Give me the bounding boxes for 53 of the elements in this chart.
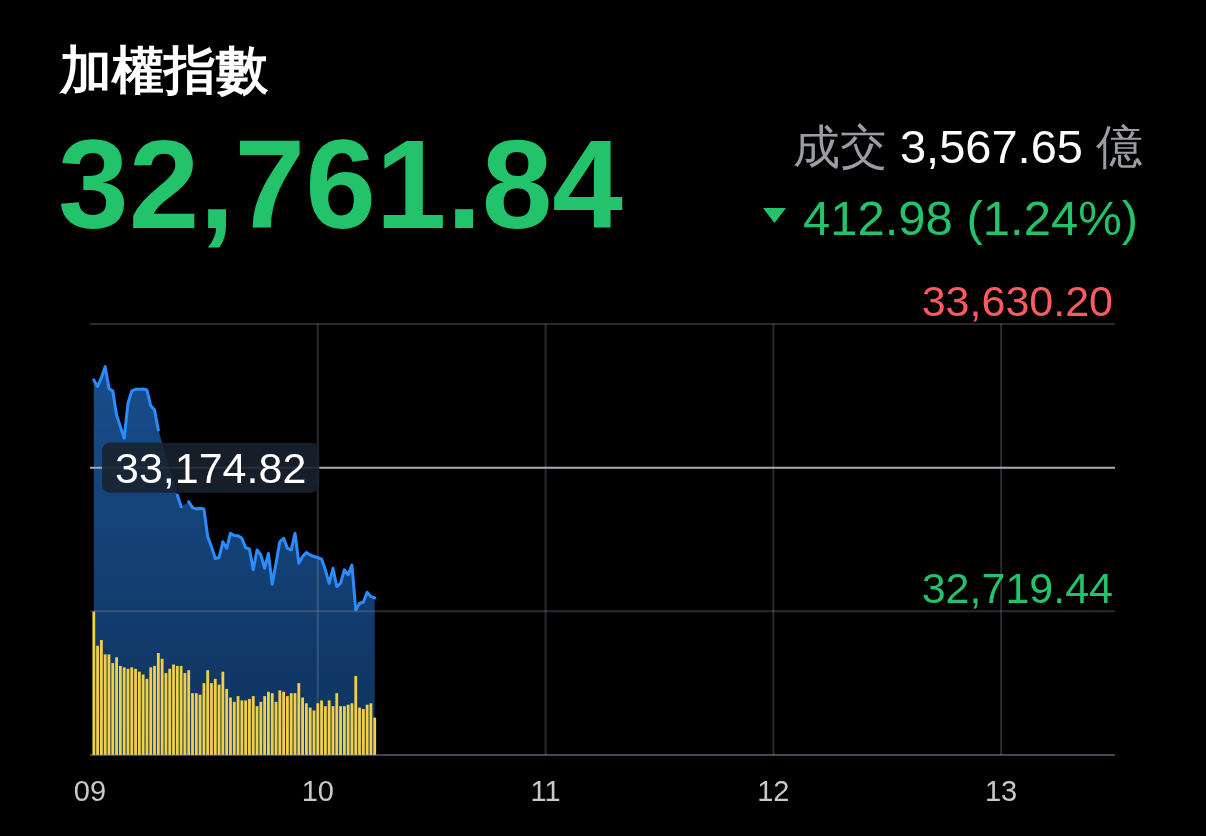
bar — [240, 700, 244, 755]
y-tick-label: 32,719.44 — [921, 564, 1113, 613]
bar — [251, 696, 255, 755]
bar — [286, 696, 289, 755]
bar — [297, 683, 301, 755]
bar — [137, 671, 141, 755]
bar — [213, 678, 217, 755]
bar — [248, 698, 251, 755]
bar — [282, 691, 286, 755]
bar — [92, 611, 96, 755]
bar — [244, 700, 248, 755]
bar — [141, 674, 145, 755]
bar — [270, 693, 274, 755]
bar — [115, 657, 118, 755]
bar — [263, 696, 267, 755]
bar — [99, 640, 103, 755]
bar — [187, 670, 191, 755]
chart-title: 加權指數 — [58, 41, 269, 99]
bar — [278, 690, 282, 755]
bar — [267, 691, 270, 755]
x-tick-label: 13 — [984, 775, 1018, 807]
bar — [308, 707, 312, 755]
bar — [335, 693, 339, 755]
bar — [168, 668, 172, 755]
chart-subtitle: 32,761.84 — [58, 113, 623, 255]
bar — [175, 665, 179, 755]
bar — [134, 668, 137, 755]
bar — [206, 670, 210, 755]
bar — [172, 664, 175, 755]
bar — [179, 665, 183, 755]
bar — [316, 703, 320, 755]
bar — [194, 693, 198, 755]
x-tick-label: 11 — [530, 775, 561, 807]
bar — [122, 667, 126, 755]
x-tick-label: 09 — [73, 775, 107, 807]
text: 412.98 (1.24%) — [803, 191, 1139, 245]
y-tick-label: 33,630.20 — [921, 277, 1113, 325]
bar — [149, 667, 153, 755]
bar — [156, 653, 160, 755]
text: 成交 3,567.65 億 — [792, 120, 1143, 173]
bar — [327, 700, 331, 755]
bar — [354, 675, 358, 755]
bar — [130, 667, 134, 755]
ref-line-label: 33,174.82 — [115, 443, 307, 492]
bar — [361, 709, 365, 755]
bar — [346, 704, 350, 755]
x-tick-label: 12 — [757, 775, 790, 807]
bar — [342, 706, 346, 755]
bar — [221, 671, 225, 755]
bar — [289, 693, 293, 755]
bar — [320, 700, 323, 755]
bar — [365, 704, 369, 755]
x-tick-label: 10 — [301, 775, 334, 807]
